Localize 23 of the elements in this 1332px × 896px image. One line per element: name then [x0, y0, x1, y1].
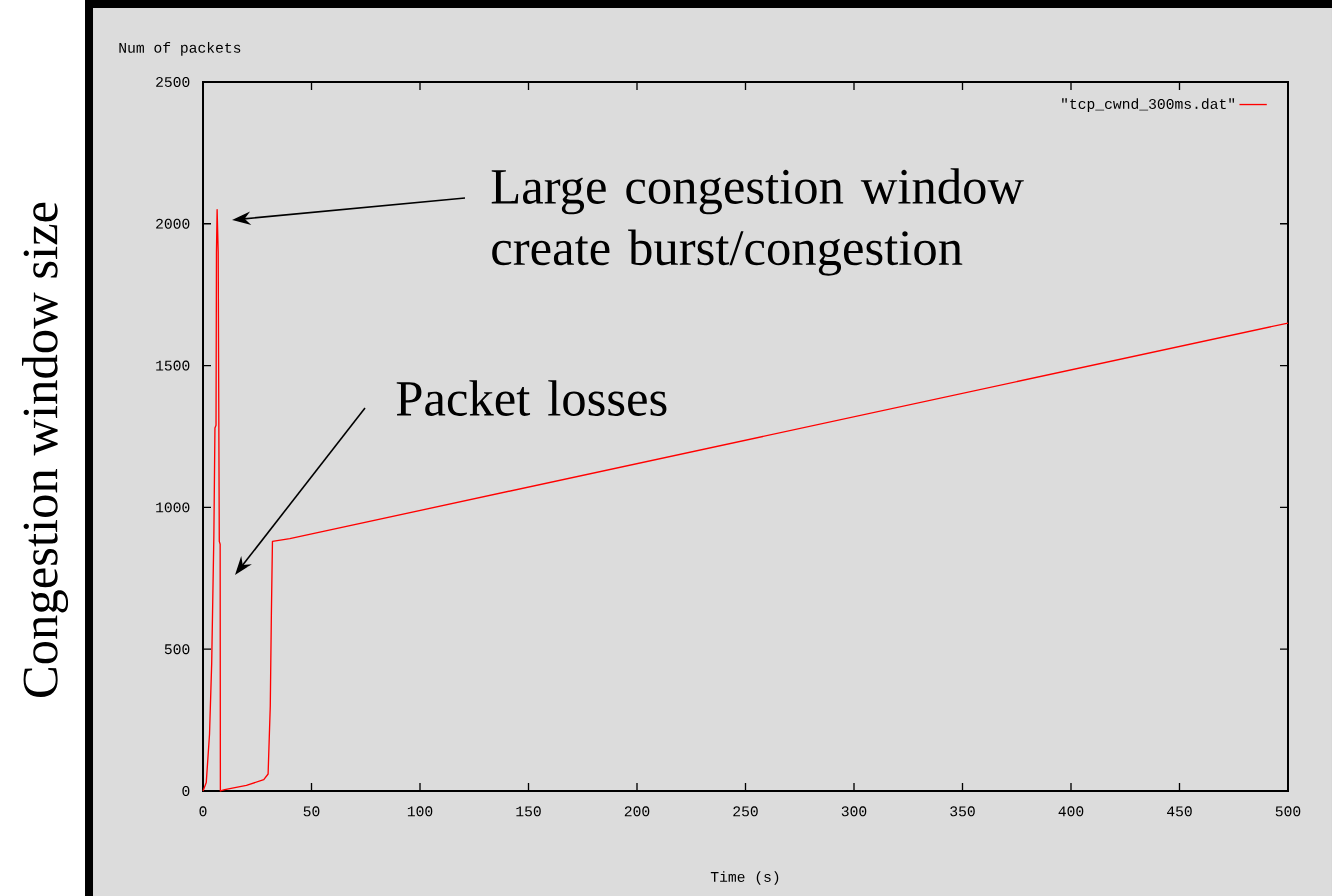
y-tick-label: 1500 [156, 360, 190, 371]
x-tick-label: 50 [303, 806, 320, 817]
y-axis-title: Num of packets [119, 42, 241, 56]
text: Congestion window size [21, 202, 69, 698]
x-tick-label: 300 [841, 806, 867, 817]
x-tick-label: 100 [407, 806, 433, 817]
x-tick-label: 0 [199, 806, 207, 817]
y-tick-label: 2000 [156, 218, 190, 229]
x-tick-label: 150 [516, 806, 541, 817]
x-tick-label: 450 [1167, 806, 1192, 817]
x-tick-label: 350 [950, 806, 975, 817]
x-tick-label: 200 [624, 806, 650, 817]
x-tick-label: 500 [1275, 806, 1301, 817]
y-tick-label: 500 [164, 644, 190, 655]
annotation: Large congestion window create burst/congestion [491, 168, 1024, 276]
y-tick-label: 1000 [156, 502, 190, 513]
legend-label: "tcp_cwnd_300ms.dat" [1062, 98, 1235, 112]
annotation: Packet losses [396, 380, 667, 416]
x-axis-title: Time (s) [710, 871, 779, 885]
x-tick-label: 250 [733, 806, 758, 817]
y-tick-label: 0 [182, 786, 190, 796]
y-tick-label: 2500 [156, 77, 190, 87]
x-tick-label: 400 [1058, 806, 1084, 817]
